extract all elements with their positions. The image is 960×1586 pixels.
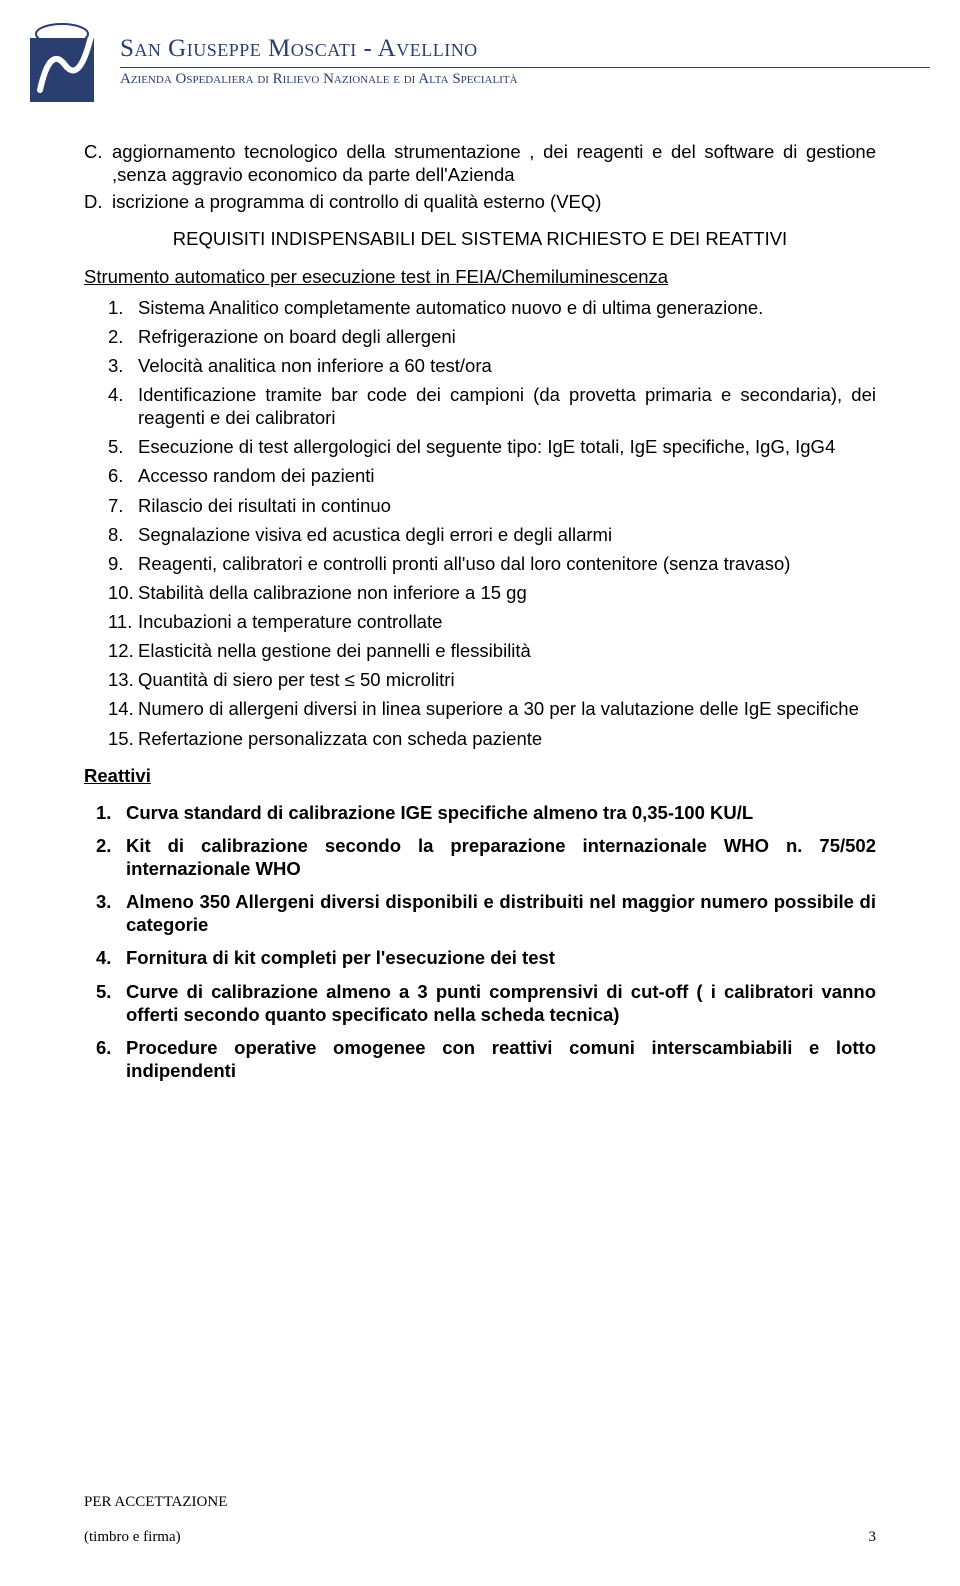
- item-text: Incubazioni a temperature controllate: [138, 610, 876, 633]
- list-item: 13.Quantità di siero per test ≤ 50 micro…: [108, 668, 876, 691]
- item-number: 13.: [108, 668, 138, 691]
- header-text-block: San Giuseppe Moscati - Avellino Azienda …: [120, 35, 930, 88]
- list-item: 6.Procedure operative omogenee con reatt…: [96, 1036, 876, 1082]
- item-text: Elasticità nella gestione dei pannelli e…: [138, 639, 876, 662]
- item-text: Refrigerazione on board degli allergeni: [138, 325, 876, 348]
- reattivi-heading: Reattivi: [84, 764, 876, 787]
- list-item: 2.Kit di calibrazione secondo la prepara…: [96, 834, 876, 880]
- header-title: San Giuseppe Moscati - Avellino: [120, 35, 930, 63]
- item-number: 1.: [108, 296, 138, 319]
- item-number: 5.: [96, 980, 126, 1026]
- item-text: Procedure operative omogenee con reattiv…: [126, 1036, 876, 1082]
- item-text: Almeno 350 Allergeni diversi disponibili…: [126, 890, 876, 936]
- marker: D.: [84, 190, 112, 213]
- item-text: aggiornamento tecnologico della strument…: [112, 140, 876, 186]
- list-item: 14.Numero di allergeni diversi in linea …: [108, 697, 876, 720]
- list-item: 1.Sistema Analitico completamente automa…: [108, 296, 876, 319]
- page-number: 3: [869, 1529, 877, 1546]
- list-item: 6.Accesso random dei pazienti: [108, 464, 876, 487]
- footer-accettazione: PER ACCETTAZIONE: [84, 1494, 876, 1511]
- letterhead: San Giuseppe Moscati - Avellino Azienda …: [0, 0, 960, 112]
- item-text: Esecuzione di test allergologici del seg…: [138, 435, 876, 458]
- list-item: 5.Curve di calibrazione almeno a 3 punti…: [96, 980, 876, 1026]
- item-text: Kit di calibrazione secondo la preparazi…: [126, 834, 876, 880]
- list-item: 3.Velocità analitica non inferiore a 60 …: [108, 354, 876, 377]
- list-item: 1.Curva standard di calibrazione IGE spe…: [96, 801, 876, 824]
- item-number: 6.: [96, 1036, 126, 1082]
- list-item: 11.Incubazioni a temperature controllate: [108, 610, 876, 633]
- item-text: Quantità di siero per test ≤ 50 microlit…: [138, 668, 876, 691]
- item-number: 14.: [108, 697, 138, 720]
- item-text: Sistema Analitico completamente automati…: [138, 296, 876, 319]
- item-number: 1.: [96, 801, 126, 824]
- requisiti-heading: REQUISITI INDISPENSABILI DEL SISTEMA RIC…: [84, 227, 876, 250]
- list-item: 8.Segnalazione visiva ed acustica degli …: [108, 523, 876, 546]
- item-text: Numero di allergeni diversi in linea sup…: [138, 697, 876, 720]
- item-text: Curva standard di calibrazione IGE speci…: [126, 801, 876, 824]
- item-text: Accesso random dei pazienti: [138, 464, 876, 487]
- list-item: 4.Fornitura di kit completi per l'esecuz…: [96, 946, 876, 969]
- item-text: Velocità analitica non inferiore a 60 te…: [138, 354, 876, 377]
- strumento-line: Strumento automatico per esecuzione test…: [84, 265, 876, 288]
- list-item: 10.Stabilità della calibrazione non infe…: [108, 581, 876, 604]
- list-item: 3.Almeno 350 Allergeni diversi disponibi…: [96, 890, 876, 936]
- item-text: Reagenti, calibratori e controlli pronti…: [138, 552, 876, 575]
- item-text: Fornitura di kit completi per l'esecuzio…: [126, 946, 876, 969]
- item-number: 8.: [108, 523, 138, 546]
- item-number: 4.: [96, 946, 126, 969]
- list-item: 7.Rilascio dei risultati in continuo: [108, 494, 876, 517]
- lettered-list: C. aggiornamento tecnologico della strum…: [84, 140, 876, 213]
- list-item: 9.Reagenti, calibratori e controlli pron…: [108, 552, 876, 575]
- reattivi-heading-text: Reattivi: [84, 765, 151, 786]
- item-text: Rilascio dei risultati in continuo: [138, 494, 876, 517]
- item-text: iscrizione a programma di controllo di q…: [112, 190, 601, 213]
- logo-icon: [30, 20, 108, 102]
- footer-bottom-row: (timbro e firma) 3: [84, 1529, 876, 1546]
- item-number: 6.: [108, 464, 138, 487]
- reattivi-list: 1.Curva standard di calibrazione IGE spe…: [96, 801, 876, 1082]
- item-text: Refertazione personalizzata con scheda p…: [138, 727, 876, 750]
- item-number: 2.: [96, 834, 126, 880]
- item-text: Segnalazione visiva ed acustica degli er…: [138, 523, 876, 546]
- item-text: Identificazione tramite bar code dei cam…: [138, 383, 876, 429]
- header-subtitle: Azienda Ospedaliera di Rilievo Nazionale…: [120, 67, 930, 88]
- item-number: 15.: [108, 727, 138, 750]
- lettered-item: C. aggiornamento tecnologico della strum…: [84, 140, 876, 186]
- item-number: 11.: [108, 610, 138, 633]
- item-number: 12.: [108, 639, 138, 662]
- item-number: 7.: [108, 494, 138, 517]
- list-item: 2.Refrigerazione on board degli allergen…: [108, 325, 876, 348]
- numbered-list: 1.Sistema Analitico completamente automa…: [108, 296, 876, 750]
- strumento-text: Strumento automatico per esecuzione test…: [84, 266, 668, 287]
- lettered-item: D. iscrizione a programma di controllo d…: [84, 190, 876, 213]
- list-item: 4.Identificazione tramite bar code dei c…: [108, 383, 876, 429]
- document-body: C. aggiornamento tecnologico della strum…: [0, 112, 960, 1082]
- item-number: 4.: [108, 383, 138, 429]
- item-number: 3.: [96, 890, 126, 936]
- item-number: 3.: [108, 354, 138, 377]
- list-item: 15.Refertazione personalizzata con sched…: [108, 727, 876, 750]
- item-number: 9.: [108, 552, 138, 575]
- item-text: Stabilità della calibrazione non inferio…: [138, 581, 876, 604]
- page-footer: PER ACCETTAZIONE (timbro e firma) 3: [84, 1494, 876, 1546]
- marker: C.: [84, 140, 112, 186]
- list-item: 12.Elasticità nella gestione dei pannell…: [108, 639, 876, 662]
- item-number: 10.: [108, 581, 138, 604]
- item-number: 2.: [108, 325, 138, 348]
- item-text: Curve di calibrazione almeno a 3 punti c…: [126, 980, 876, 1026]
- list-item: 5.Esecuzione di test allergologici del s…: [108, 435, 876, 458]
- footer-timbro: (timbro e firma): [84, 1529, 181, 1546]
- item-number: 5.: [108, 435, 138, 458]
